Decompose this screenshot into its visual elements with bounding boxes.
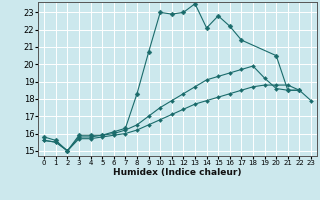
X-axis label: Humidex (Indice chaleur): Humidex (Indice chaleur)	[113, 168, 242, 177]
